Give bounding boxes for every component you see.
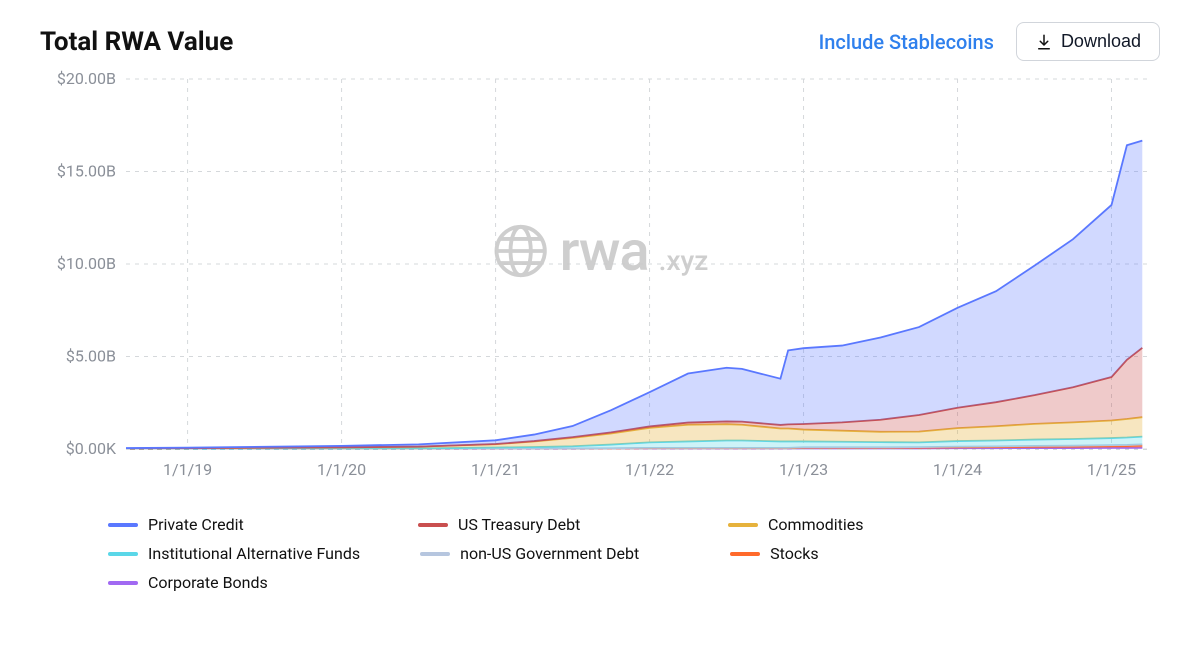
y-tick-label: $0.00K — [66, 439, 117, 458]
chart-legend: Private Credit US Treasury Debt Commoditie… — [40, 515, 1160, 592]
legend-item[interactable]: Commodities — [728, 515, 978, 534]
legend-label: Commodities — [768, 515, 864, 534]
x-tick-label: 1/1/21 — [471, 460, 520, 479]
legend-item[interactable]: Stocks — [730, 544, 980, 563]
stacked-area-chart: $0.00K $5.00B $10.00B $15.00B $20.00B 1/1/19 1… — [40, 69, 1160, 499]
series-group — [126, 141, 1142, 449]
y-tick-label: $15.00B — [57, 162, 116, 181]
legend-label: Private Credit — [148, 515, 244, 534]
x-tick-label: 1/1/20 — [317, 460, 366, 479]
legend-swatch — [418, 523, 448, 527]
x-tick-label: 1/1/23 — [779, 460, 828, 479]
legend-swatch — [420, 552, 450, 556]
legend-item[interactable]: Corporate Bonds — [108, 573, 358, 592]
x-tick-label: 1/1/19 — [163, 460, 212, 479]
y-tick-label: $20.00B — [57, 69, 116, 88]
chart-title: Total RWA Value — [40, 27, 233, 57]
legend-item[interactable]: US Treasury Debt — [418, 515, 668, 534]
legend-label: Stocks — [770, 544, 818, 563]
legend-label: US Treasury Debt — [458, 515, 580, 534]
download-icon — [1035, 33, 1053, 51]
legend-item[interactable]: Private Credit — [108, 515, 358, 534]
legend-swatch — [108, 523, 138, 527]
legend-label: non-US Government Debt — [460, 544, 639, 563]
download-button[interactable]: Download — [1016, 22, 1160, 61]
legend-item[interactable]: non-US Government Debt — [420, 544, 670, 563]
download-button-label: Download — [1061, 31, 1141, 52]
chart-card: Total RWA Value Include Stablecoins Down… — [20, 14, 1180, 610]
legend-label: Institutional Alternative Funds — [148, 544, 360, 563]
y-tick-label: $10.00B — [57, 254, 116, 273]
legend-swatch — [730, 552, 760, 556]
header-actions: Include Stablecoins Download — [819, 22, 1160, 61]
include-stablecoins-link[interactable]: Include Stablecoins — [819, 30, 994, 54]
x-tick-label: 1/1/24 — [933, 460, 982, 479]
legend-swatch — [108, 552, 138, 556]
legend-swatch — [728, 523, 758, 527]
legend-item[interactable]: Institutional Alternative Funds — [108, 544, 360, 563]
legend-label: Corporate Bonds — [148, 573, 268, 592]
x-tick-label: 1/1/25 — [1087, 460, 1136, 479]
x-tick-label: 1/1/22 — [625, 460, 674, 479]
legend-swatch — [108, 581, 138, 585]
chart-area: $0.00K $5.00B $10.00B $15.00B $20.00B 1/1/19 1… — [40, 69, 1160, 503]
y-tick-label: $5.00B — [66, 347, 116, 366]
card-header: Total RWA Value Include Stablecoins Down… — [40, 22, 1160, 61]
